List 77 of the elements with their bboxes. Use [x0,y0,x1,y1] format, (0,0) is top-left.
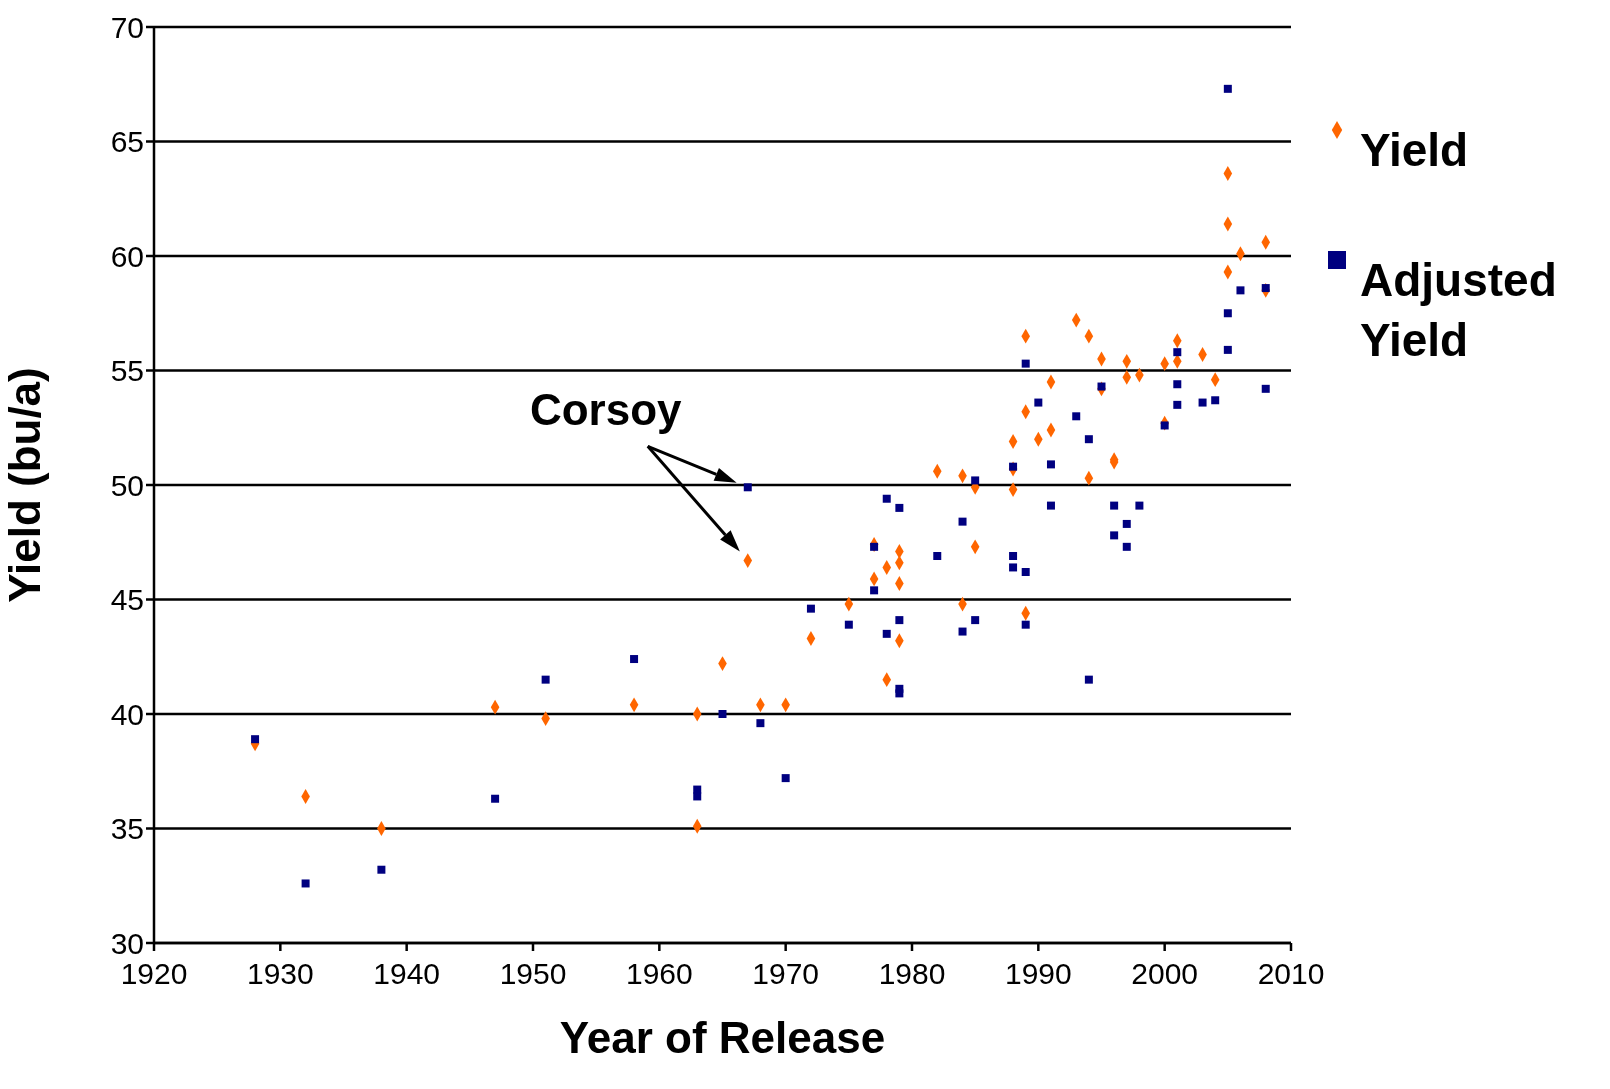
point [1110,501,1119,510]
point [1046,460,1055,469]
point [1223,84,1232,93]
y-tick-label: 70 [110,10,144,44]
point [1261,284,1270,293]
point [541,675,550,684]
point [377,865,386,874]
point [1236,286,1245,295]
point [1160,421,1169,430]
x-tick-label: 1950 [499,957,567,991]
point [743,483,752,492]
point [895,689,904,698]
point [1034,398,1043,407]
point [1261,384,1270,393]
point [1110,531,1119,540]
point [781,774,790,783]
x-axis-title: Year of Release [559,1013,886,1062]
point [870,586,879,595]
y-tick-label: 35 [110,812,144,846]
point [251,735,260,744]
legend-label: Adjusted Yield [1359,253,1558,368]
point [491,794,500,803]
x-tick-label: 1940 [373,957,441,991]
y-tick-label: 45 [110,583,144,617]
annotation: Corsoy [529,385,683,435]
point [1122,542,1131,551]
y-tick-label: 65 [110,125,144,159]
y-axis-title: Yield (bu/a) [0,367,49,603]
point [1084,675,1093,684]
point [1009,551,1018,560]
point [301,879,310,888]
point [844,620,853,629]
point [933,551,942,560]
point [1173,348,1182,357]
point [895,503,904,512]
point [806,604,815,613]
point [882,629,891,638]
point [882,494,891,503]
legend-label: Yield [1359,123,1470,178]
y-tick-label: 55 [110,354,144,388]
point [1021,568,1030,577]
point [1122,519,1131,528]
point [1135,501,1144,510]
point [1021,359,1030,368]
point [1223,309,1232,318]
y-tick-label: 40 [110,697,144,731]
x-tick-label: 1990 [1004,957,1072,991]
point [718,710,727,718]
x-tick-label: 1980 [878,957,946,991]
x-tick-label: 2010 [1257,957,1325,991]
x-tick-label: 1970 [752,957,820,991]
x-tick-label: 2000 [1131,957,1199,991]
x-tick-label: 1930 [246,957,314,991]
point [971,616,980,625]
point [1198,398,1207,407]
point [1021,620,1030,629]
point [895,616,904,625]
point [1173,400,1182,409]
point [971,476,980,485]
point [958,517,967,526]
point [630,655,639,664]
y-tick-label: 60 [110,239,144,273]
y-tick-label: 50 [110,468,144,502]
point [1097,382,1106,391]
point [958,627,967,636]
point [1046,501,1055,510]
x-tick-label: 1960 [625,957,693,991]
point [1009,563,1018,572]
point [756,719,765,728]
point [1173,380,1182,389]
x-tick-label: 1920 [120,957,188,991]
point [1072,412,1081,421]
point [1084,435,1093,444]
point [1223,345,1232,354]
point [1211,396,1220,405]
point [693,792,702,801]
y-tick-label: 30 [110,926,144,960]
